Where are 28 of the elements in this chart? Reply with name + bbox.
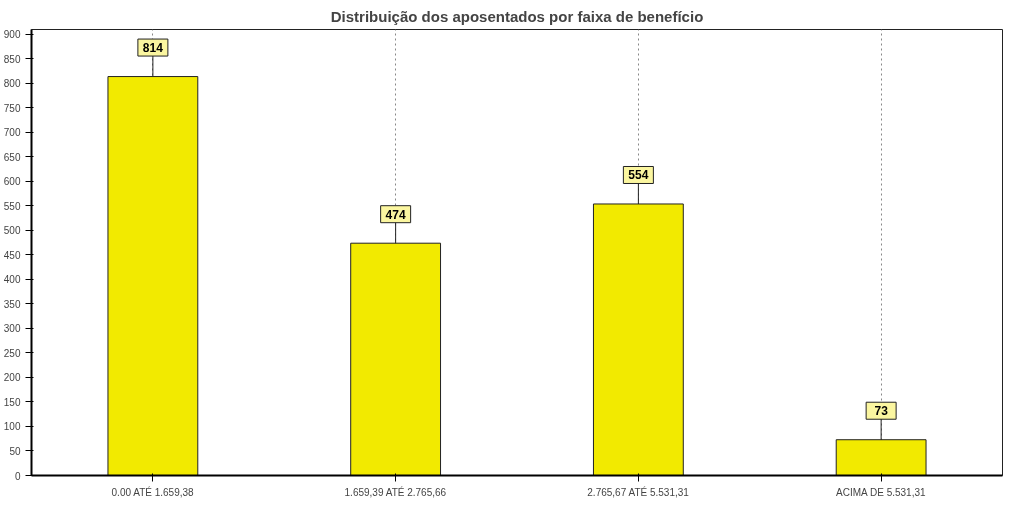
y-tick-label: 700 [3, 127, 21, 139]
y-tick-label: 350 [3, 298, 21, 310]
y-tick-label: 850 [3, 53, 21, 65]
y-tick-label: 50 [9, 445, 21, 457]
data-label: 474 [385, 207, 406, 222]
chart-title: Distribuição dos aposentados por faixa de benefício [330, 7, 704, 25]
x-tick-label: ACIMA DE 5.531,31 [836, 486, 927, 498]
y-tick-label: 100 [3, 421, 21, 433]
y-tick-label: 900 [3, 29, 21, 41]
x-tick-label: 2.765,67 ATÉ 5.531,31 [587, 485, 690, 498]
data-label: 814 [142, 41, 164, 56]
y-tick-label: 400 [3, 274, 21, 286]
y-tick-label: 200 [3, 372, 21, 384]
y-tick-label: 550 [3, 200, 21, 212]
data-label: 73 [874, 404, 889, 419]
y-tick-label: 150 [3, 396, 21, 408]
y-tick-label: 800 [3, 78, 21, 90]
y-tick-label: 650 [3, 151, 21, 163]
y-tick-label: 600 [3, 176, 21, 188]
y-tick-label: 750 [3, 102, 21, 114]
y-tick-label: 500 [3, 225, 21, 237]
y-tick-label: 0 [14, 470, 21, 482]
data-label: 554 [628, 168, 649, 183]
y-tick-label: 250 [3, 347, 21, 359]
x-tick-label: 0.00 ATÉ 1.659,38 [111, 485, 195, 498]
y-tick-label: 450 [3, 249, 21, 261]
x-tick-label: 1.659,39 ATÉ 2.765,66 [344, 485, 447, 498]
y-tick-label: 300 [3, 323, 21, 335]
